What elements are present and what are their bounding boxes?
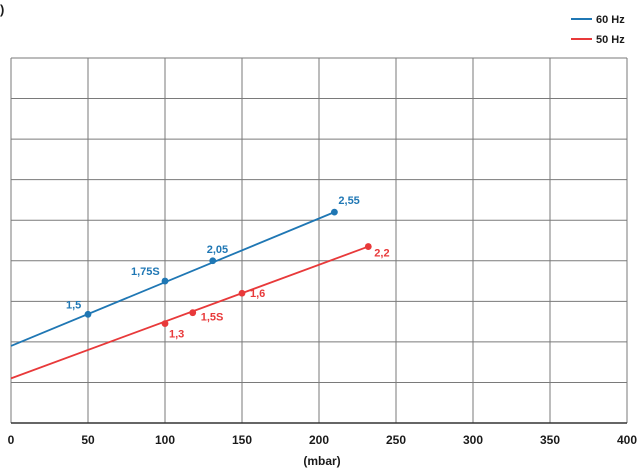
- series-0: 1,5 1,75S 2,05 2,55: [10, 195, 360, 347]
- legend-label-1: 50 Hz: [596, 34, 625, 46]
- panel-letter: ): [0, 2, 4, 17]
- x-tick-label-3: 150: [232, 433, 252, 447]
- series-1-point-1: [189, 309, 197, 317]
- chart-series-layer: 1,5 1,75S 2,05 2,55 1,3 1,5S 1,6 2,2: [10, 195, 390, 380]
- series-0-point-2: [209, 257, 217, 265]
- series-1-point-3: [364, 243, 372, 250]
- x-tick-label-1: 50: [81, 433, 95, 447]
- series-0-point-label-2: 2,05: [207, 244, 228, 256]
- series-1-point-label-2: 1,6: [250, 288, 265, 300]
- series-0-point-3: [331, 208, 338, 216]
- series-0-point-label-1: 1,75S: [131, 266, 160, 278]
- series-line-0: [10, 211, 335, 347]
- series-0-point-label-3: 2,55: [338, 195, 359, 207]
- series-1-point-2: [238, 289, 246, 297]
- series-1-point-label-1: 1,5S: [201, 312, 224, 324]
- series-0-point-label-0: 1,5: [66, 299, 81, 311]
- chart-legend: 60 Hz 50 Hz: [571, 14, 625, 46]
- x-tick-label-4: 200: [309, 433, 329, 447]
- x-tick-label-8: 400: [617, 433, 637, 447]
- chart-grid: [10, 57, 628, 424]
- x-tick-label-5: 250: [386, 433, 406, 447]
- legend-label-0: 60 Hz: [596, 14, 625, 26]
- series-1-point-0: [161, 320, 169, 328]
- x-tick-label-2: 100: [155, 433, 175, 447]
- series-0-point-0: [84, 310, 92, 318]
- x-tick-label-7: 350: [540, 433, 560, 447]
- series-1-point-label-0: 1,3: [169, 329, 184, 341]
- chart-axis: 0 50 100 150 200 250 300 350 400: [8, 422, 637, 447]
- series-0-point-1: [161, 277, 169, 285]
- series-1-point-label-3: 2,2: [374, 248, 389, 260]
- series-1: 1,3 1,5S 1,6 2,2: [10, 243, 390, 380]
- x-tick-label-6: 300: [463, 433, 483, 447]
- x-axis-title: (mbar): [303, 454, 340, 468]
- x-tick-label-0: 0: [8, 433, 15, 447]
